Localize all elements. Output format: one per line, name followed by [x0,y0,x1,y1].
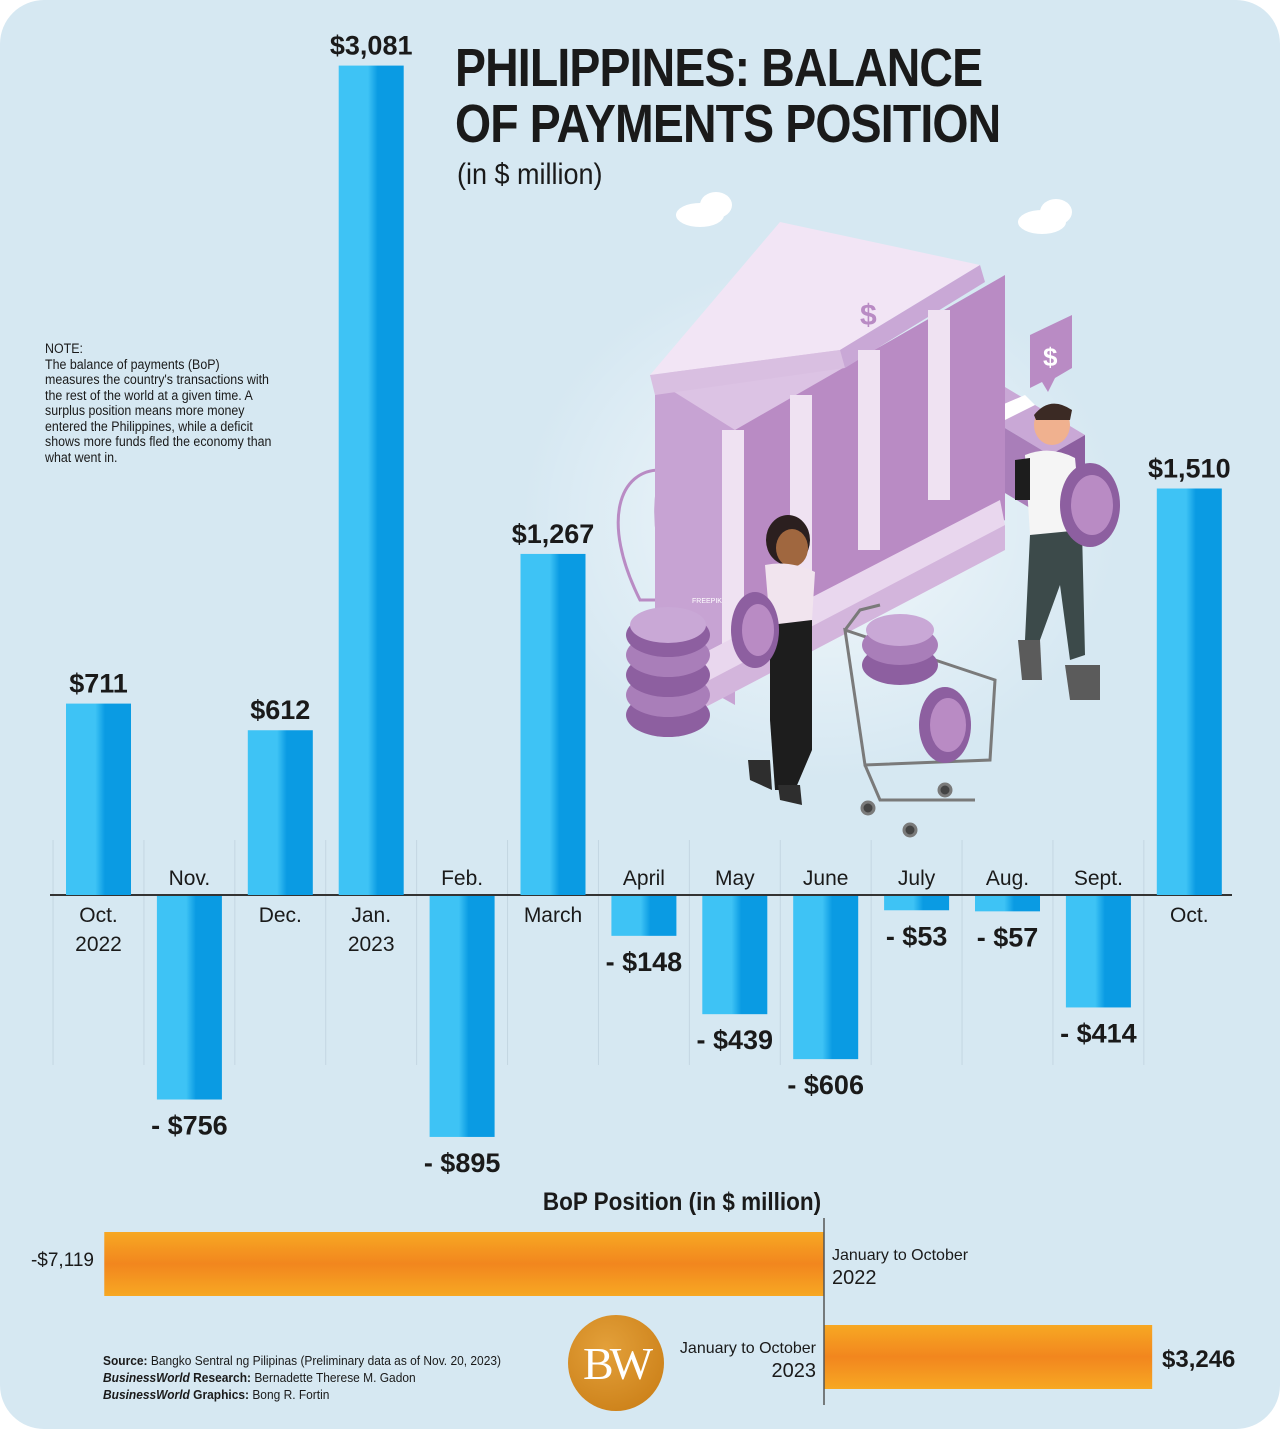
bar-value-label: $612 [250,695,310,725]
bar-value-label: $1,267 [512,519,595,549]
svg-text:FREEPIK: FREEPIK [692,598,722,605]
bar-11 [975,896,1040,912]
bar-2 [156,896,222,1100]
bar-10 [884,896,950,911]
research-label: Research: [189,1370,252,1385]
bar-value-label: - $57 [977,922,1039,952]
category-label: Oct. [1170,904,1209,927]
woman-figure-icon [731,515,815,805]
graphics-line: BusinessWorld Graphics: Bong R. Fortin [103,1386,501,1403]
category-label: March [524,904,582,927]
note-text: The balance of payments (BoP) measures t… [45,356,272,465]
bar-9 [793,896,859,1060]
monthly-bop-bar-chart: $711 Oct. 2022 - $756 Nov. $612 Dec. $3,081 Jan.… [50,31,1232,1178]
note-heading: NOTE: [45,341,83,356]
graphics-label: Graphics: [189,1387,249,1402]
bop-2023-label-line2: 2023 [771,1360,817,1382]
bar-value-label: $1,510 [1148,454,1231,484]
chart-subtitle: (in $ million) [457,158,603,191]
research-text: Bernadette Therese M. Gadon [251,1370,416,1385]
bar-3 [247,730,313,895]
bar-4 [338,65,404,896]
graphics-text: Bong R. Fortin [248,1387,330,1402]
source-label: Source: [103,1353,148,1368]
bar-value-label: - $414 [1060,1018,1137,1048]
category-label: 2022 [75,933,122,956]
category-label: Dec. [259,904,302,927]
bar-value-label: - $606 [787,1070,864,1100]
source-text: Bangko Sentral ng Pilipinas (Preliminary… [147,1353,501,1368]
category-label: Aug. [986,867,1029,890]
svg-text:$: $ [860,299,877,332]
category-label: Sept. [1074,867,1123,890]
shopping-cart-icon [843,603,997,838]
bop-2023-label-line1: January to October [679,1340,816,1357]
bop-2022-label-line1: January to October [832,1247,969,1264]
bop-2022-label-line2: 2022 [832,1267,877,1289]
graphics-brand: BusinessWorld [103,1387,190,1402]
chart-title: PHILIPPINES: BALANCE OF PAYMENTS POSITIO… [455,38,1001,154]
bar-value-label: - $756 [151,1111,228,1141]
research-line: BusinessWorld Research: Bernadette There… [103,1369,501,1386]
logo-text: BW [582,1338,653,1389]
bop-2022-value: -$7,119 [30,1250,94,1271]
man-figure-icon [1015,403,1120,700]
category-label: Jan. [351,904,391,927]
coin-stack-icon: FREEPIK [626,598,722,737]
category-label: July [898,867,936,890]
cloud-icon [676,192,1072,234]
research-brand: BusinessWorld [103,1370,190,1385]
category-label: Feb. [441,867,483,890]
category-label: Nov. [169,867,211,890]
title-line-1: PHILIPPINES: BALANCE [455,38,983,98]
note-box: NOTE: The balance of payments (BoP) meas… [45,341,275,465]
bar-8 [702,896,768,1015]
category-label: May [715,867,755,890]
bar-value-label: - $53 [886,921,948,951]
svg-text:$: $ [1043,342,1058,372]
bar-value-label: - $148 [606,947,683,977]
category-label: 2023 [348,933,395,956]
bar-6 [520,553,586,895]
bar-value-label: $711 [69,669,128,699]
bar-7 [611,896,677,936]
bop-2023-value: $3,246 [1162,1346,1236,1373]
bop-2022-label: January to October 2022 [832,1245,968,1291]
businessworld-logo: BW [568,1315,664,1411]
bop-summary-title: BoP Position (in $ million) [542,1188,822,1216]
source-line: Source: Bangko Sentral ng Pilipinas (Pre… [103,1352,501,1369]
dollar-sign-icon: $ [1030,315,1072,392]
bar-5 [429,896,495,1137]
category-label: June [803,867,849,890]
cart-coins-icon [862,614,971,763]
title-line-2: OF PAYMENTS POSITION [455,94,1001,154]
bar-12 [1065,896,1131,1008]
bar-13 [1156,488,1222,895]
category-label: April [623,867,665,890]
bar-value-label: - $895 [424,1148,501,1178]
bar-1 [66,703,131,895]
bop-2023-label: January to October 2023 [650,1338,816,1384]
bar-value-label: - $439 [697,1025,774,1055]
category-label: Oct. [79,904,118,927]
source-credits: Source: Bangko Sentral ng Pilipinas (Pre… [103,1352,501,1403]
bar-value-label: $3,081 [330,31,413,61]
